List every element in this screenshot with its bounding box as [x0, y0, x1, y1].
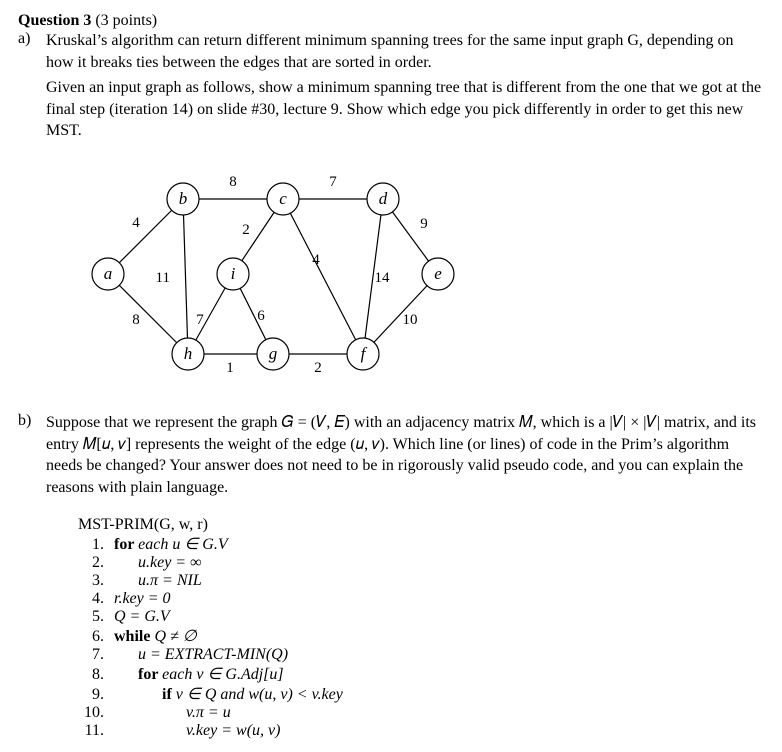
prim-code: u.π = NIL — [138, 572, 202, 589]
prim-line: 3. u.π = NIL — [78, 572, 764, 590]
part-b-label: b) — [18, 412, 46, 430]
part-b: b) Suppose that we represent the graph 𝐺… — [18, 412, 764, 502]
prim-line: 2. u.key = ∞ — [78, 554, 764, 572]
graph-svg: abcdefghi48791021811726414 — [78, 164, 478, 384]
prim-code: r.key = 0 — [114, 590, 171, 607]
prim-line: 8. for each v ∈ G.Adj[u] — [78, 664, 764, 684]
graph-node-label: i — [231, 264, 236, 283]
graph-node-label: h — [184, 344, 193, 363]
prim-pseudocode: MST-PRIM(G, w, r) 1.for each u ∈ G.V2. u… — [78, 516, 764, 740]
prim-line-number: 8. — [78, 666, 104, 684]
part-b-p: Suppose that we represent the graph 𝐺 = … — [46, 412, 764, 498]
graph-node-label: d — [379, 189, 388, 208]
prim-line: 4. r.key = 0 — [78, 590, 764, 608]
prim-code: u.key = ∞ — [138, 554, 202, 571]
part-a: a) Kruskal’s algorithm can return differ… — [18, 30, 764, 146]
graph-node-label: a — [104, 264, 113, 283]
graph-edge-weight: 4 — [132, 215, 140, 231]
prim-line: 5. Q = G.V — [78, 608, 764, 626]
graph-node-label: e — [434, 264, 442, 283]
prim-line: 9. if v ∈ Q and w(u, v) < v.key — [78, 684, 764, 704]
prim-code: Q = G.V — [114, 608, 170, 625]
graph-edge-weight: 10 — [403, 312, 418, 328]
prim-keyword: while — [114, 628, 154, 645]
graph-node-label: c — [279, 189, 287, 208]
prim-line-number: 5. — [78, 608, 104, 626]
graph-edge-weight: 14 — [375, 270, 391, 286]
graph-node-label: b — [179, 189, 188, 208]
prim-code: Q ≠ ∅ — [154, 628, 196, 645]
graph-edge — [108, 274, 188, 354]
prim-line-number: 2. — [78, 554, 104, 572]
graph-edge-weight: 2 — [314, 360, 322, 376]
prim-line-number: 9. — [78, 686, 104, 704]
prim-line: 7. u = EXTRACT-MIN(Q) — [78, 646, 764, 664]
prim-line-number: 7. — [78, 646, 104, 664]
graph-edge-weight: 1 — [226, 360, 234, 376]
prim-keyword: for — [114, 536, 138, 553]
question-title: Question 3 — [18, 12, 91, 29]
prim-line-number: 11. — [78, 722, 104, 740]
prim-keyword: for — [138, 666, 162, 683]
part-a-p2: Given an input graph as follows, show a … — [46, 77, 764, 142]
prim-line-number: 6. — [78, 628, 104, 646]
question-header: Question 3 (3 points) — [18, 12, 764, 30]
prim-code: v.π = u — [186, 704, 231, 721]
part-b-text: Suppose that we represent the graph 𝐺 = … — [46, 412, 764, 502]
prim-code: each u ∈ G.V — [138, 536, 227, 553]
prim-keyword: if — [162, 686, 176, 703]
question-points: (3 points) — [91, 12, 157, 29]
prim-code: v.key = w(u, v) — [186, 722, 280, 739]
graph-edge-weight: 11 — [156, 270, 170, 286]
graph-edge-weight: 8 — [132, 312, 140, 328]
graph-edge — [283, 199, 363, 354]
part-a-label: a) — [18, 30, 46, 48]
prim-line: 6. while Q ≠ ∅ — [78, 626, 764, 646]
prim-line-number: 1. — [78, 536, 104, 554]
prim-line-number: 4. — [78, 590, 104, 608]
graph-edge — [183, 199, 188, 354]
graph-edge-weight: 7 — [196, 312, 204, 328]
prim-line: 10. v.π = u — [78, 704, 764, 722]
prim-line: 11. v.key = w(u, v) — [78, 722, 764, 740]
graph-node-label: g — [269, 344, 278, 363]
prim-line-number: 3. — [78, 572, 104, 590]
graph-edge-weight: 2 — [242, 222, 250, 238]
part-a-text: Kruskal’s algorithm can return different… — [46, 30, 764, 146]
graph-edge-weight: 6 — [257, 308, 265, 324]
prim-code: each v ∈ G.Adj[u] — [162, 666, 283, 683]
graph-edge-weight: 4 — [312, 252, 320, 268]
graph-edge-weight: 9 — [420, 216, 428, 232]
prim-code: u = EXTRACT-MIN(Q) — [138, 646, 288, 663]
prim-line-number: 10. — [78, 704, 104, 722]
prim-code: v ∈ Q and w(u, v) < v.key — [176, 686, 343, 703]
graph-edge-weight: 8 — [229, 174, 237, 190]
graph-figure: abcdefghi48791021811726414 — [78, 164, 764, 384]
prim-line: 1. for each u ∈ G.V — [78, 534, 764, 554]
prim-title: MST-PRIM(G, w, r) — [78, 516, 764, 534]
graph-edge-weight: 7 — [329, 174, 337, 190]
part-a-p1: Kruskal’s algorithm can return different… — [46, 30, 764, 73]
